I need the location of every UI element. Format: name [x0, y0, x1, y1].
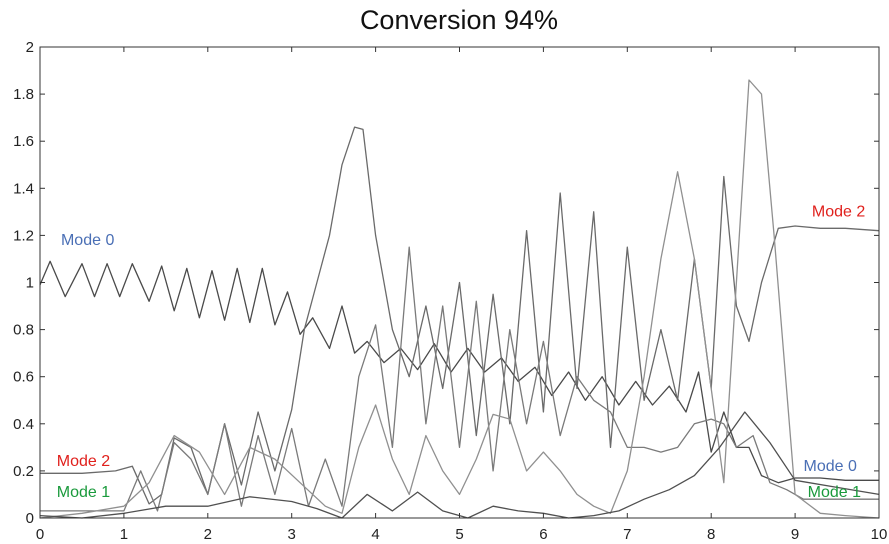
y-tick-label: 1.8 — [13, 86, 34, 103]
x-tick-label: 5 — [455, 526, 463, 543]
annotation-label: Mode 0 — [61, 232, 114, 249]
annotation-label: Mode 1 — [57, 484, 110, 501]
annotation-label: Mode 2 — [812, 204, 865, 221]
y-tick-label: 1.2 — [13, 227, 34, 244]
x-tick-label: 0 — [36, 526, 44, 543]
series-layer — [39, 79, 880, 519]
y-tick-label: 0.8 — [13, 322, 34, 339]
y-tick-label: 1.4 — [13, 180, 34, 197]
series-line-1 — [39, 260, 879, 484]
annotation-layer: Mode 0 Mode 2 Mode 1 Mode 2 Mode 0 Mode 1 — [57, 204, 866, 501]
annotation-label: Mode 2 — [57, 453, 110, 470]
y-tick-label: 0.2 — [13, 463, 34, 480]
annotation-label: Mode 0 — [803, 458, 856, 475]
annotation-label: Mode 1 — [808, 484, 861, 501]
x-tick-label: 8 — [707, 526, 715, 543]
series-line-5 — [39, 411, 880, 519]
x-tick-label: 3 — [288, 526, 296, 543]
x-tick-label: 4 — [371, 526, 379, 543]
x-tick-label: 7 — [623, 526, 631, 543]
y-tick-label: 2 — [26, 39, 34, 56]
x-tick-label: 2 — [204, 526, 212, 543]
chart-title: Conversion 94% — [360, 5, 558, 35]
series-line-3 — [40, 246, 879, 512]
y-tick-label: 0.6 — [13, 369, 34, 386]
x-tick-label: 9 — [791, 526, 799, 543]
y-tick-label: 1.6 — [13, 133, 34, 150]
y-tick-label: 0 — [26, 510, 34, 527]
axis-layer: 0 1 2 3 4 5 6 7 8 9 10 0 0.2 0.4 0.6 0.8 1 1.2 1.4 1.6 1.8 2 — [13, 39, 887, 543]
series-line-4 — [39, 79, 880, 519]
x-tick-label: 6 — [539, 526, 547, 543]
y-tick-label: 1 — [26, 275, 34, 292]
x-tick-label: 1 — [120, 526, 128, 543]
y-tick-label: 0.4 — [13, 416, 34, 433]
x-tick-label: 10 — [871, 526, 888, 543]
